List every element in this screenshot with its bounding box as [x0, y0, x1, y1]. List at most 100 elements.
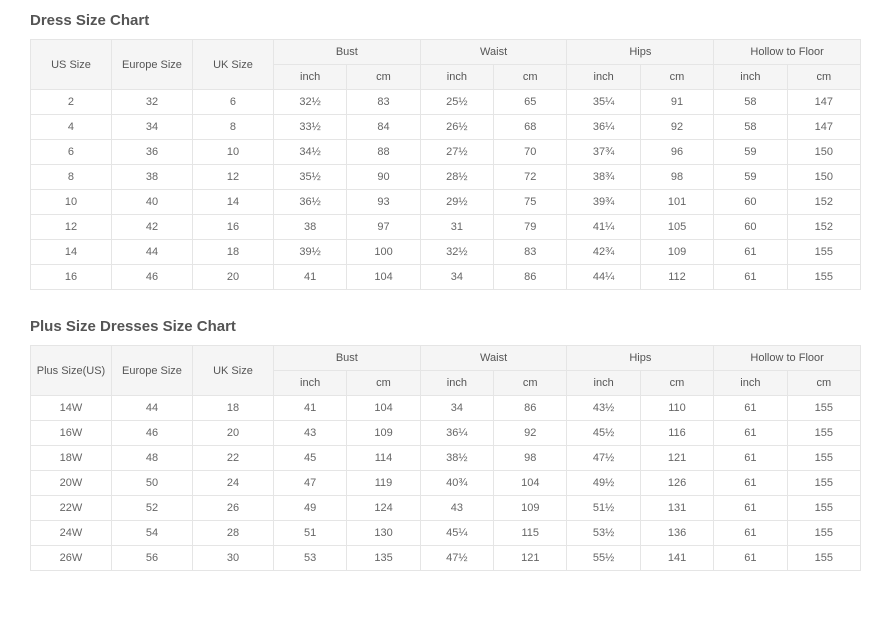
table-cell: 109: [494, 496, 567, 521]
table-cell: 20: [192, 265, 273, 290]
col-bust: Bust: [273, 40, 420, 65]
table-cell: 25½: [420, 90, 493, 115]
table-cell: 30: [192, 546, 273, 571]
table-row: 6361034½8827½7037¾9659150: [31, 140, 861, 165]
table-cell: 58: [714, 115, 787, 140]
table-cell: 135: [347, 546, 420, 571]
col-europe-size: Europe Size: [111, 40, 192, 90]
table-cell: 6: [192, 90, 273, 115]
table-cell: 90: [347, 165, 420, 190]
table-cell: 150: [787, 140, 860, 165]
unit-cm: cm: [787, 371, 860, 396]
unit-cm: cm: [640, 371, 713, 396]
table-cell: 70: [494, 140, 567, 165]
col-uk-size: UK Size: [192, 346, 273, 396]
table-cell: 38: [273, 215, 346, 240]
table-cell: 72: [494, 165, 567, 190]
table-cell: 12: [31, 215, 112, 240]
table-cell: 92: [494, 421, 567, 446]
table-cell: 152: [787, 215, 860, 240]
table-cell: 50: [111, 471, 192, 496]
table-cell: 39¾: [567, 190, 640, 215]
table-cell: 115: [494, 521, 567, 546]
table-cell: 155: [787, 496, 860, 521]
table-cell: 6: [31, 140, 112, 165]
table-cell: 41¼: [567, 215, 640, 240]
table-cell: 104: [347, 265, 420, 290]
table-cell: 40: [111, 190, 192, 215]
table-cell: 110: [640, 396, 713, 421]
table-cell: 12: [192, 165, 273, 190]
table-cell: 31: [420, 215, 493, 240]
table-cell: 121: [494, 546, 567, 571]
table-cell: 29½: [420, 190, 493, 215]
table-cell: 152: [787, 190, 860, 215]
table-cell: 33½: [273, 115, 346, 140]
table-cell: 44: [111, 396, 192, 421]
table-cell: 86: [494, 396, 567, 421]
table-cell: 44¼: [567, 265, 640, 290]
table-cell: 47: [273, 471, 346, 496]
table-cell: 155: [787, 446, 860, 471]
table-cell: 4: [31, 115, 112, 140]
table-cell: 92: [640, 115, 713, 140]
table-cell: 104: [494, 471, 567, 496]
table-cell: 61: [714, 446, 787, 471]
unit-inch: inch: [420, 371, 493, 396]
table-cell: 35¼: [567, 90, 640, 115]
table-cell: 104: [347, 396, 420, 421]
plus-size-chart-section: Plus Size Dresses Size Chart Plus Size(U…: [30, 318, 861, 571]
table-cell: 130: [347, 521, 420, 546]
dress-size-chart-section: Dress Size Chart US Size Europe Size UK …: [30, 12, 861, 290]
col-waist: Waist: [420, 40, 567, 65]
unit-inch: inch: [420, 65, 493, 90]
table-cell: 44: [111, 240, 192, 265]
unit-cm: cm: [494, 65, 567, 90]
table-cell: 83: [494, 240, 567, 265]
table-cell: 45½: [567, 421, 640, 446]
table-row: 14W441841104348643½11061155: [31, 396, 861, 421]
col-hollow: Hollow to Floor: [714, 40, 861, 65]
table-cell: 40¾: [420, 471, 493, 496]
table-cell: 26½: [420, 115, 493, 140]
table-cell: 22W: [31, 496, 112, 521]
table-row: 26W56305313547½12155½14161155: [31, 546, 861, 571]
table-cell: 109: [347, 421, 420, 446]
table-row: 18W48224511438½9847½12161155: [31, 446, 861, 471]
table-cell: 96: [640, 140, 713, 165]
table-cell: 14: [31, 240, 112, 265]
table-cell: 116: [640, 421, 713, 446]
table-cell: 34: [420, 396, 493, 421]
table-cell: 51: [273, 521, 346, 546]
table-cell: 100: [347, 240, 420, 265]
table-cell: 10: [31, 190, 112, 215]
table-cell: 43: [420, 496, 493, 521]
table-cell: 155: [787, 396, 860, 421]
table-cell: 26W: [31, 546, 112, 571]
header-row-1: US Size Europe Size UK Size Bust Waist H…: [31, 40, 861, 65]
table-cell: 46: [111, 265, 192, 290]
unit-cm: cm: [787, 65, 860, 90]
table-cell: 20: [192, 421, 273, 446]
unit-inch: inch: [567, 371, 640, 396]
unit-cm: cm: [347, 371, 420, 396]
table-cell: 18: [192, 396, 273, 421]
table-cell: 84: [347, 115, 420, 140]
table-cell: 75: [494, 190, 567, 215]
table-cell: 42: [111, 215, 192, 240]
table-cell: 61: [714, 546, 787, 571]
table-cell: 126: [640, 471, 713, 496]
col-waist: Waist: [420, 346, 567, 371]
table-cell: 155: [787, 546, 860, 571]
table-cell: 114: [347, 446, 420, 471]
unit-inch: inch: [273, 371, 346, 396]
table-row: 16W46204310936¼9245½11661155: [31, 421, 861, 446]
table-cell: 34½: [273, 140, 346, 165]
unit-cm: cm: [640, 65, 713, 90]
table-cell: 61: [714, 265, 787, 290]
table-cell: 48: [111, 446, 192, 471]
table-cell: 112: [640, 265, 713, 290]
plus-size-table: Plus Size(US) Europe Size UK Size Bust W…: [30, 345, 861, 571]
col-europe-size: Europe Size: [111, 346, 192, 396]
table-cell: 32: [111, 90, 192, 115]
